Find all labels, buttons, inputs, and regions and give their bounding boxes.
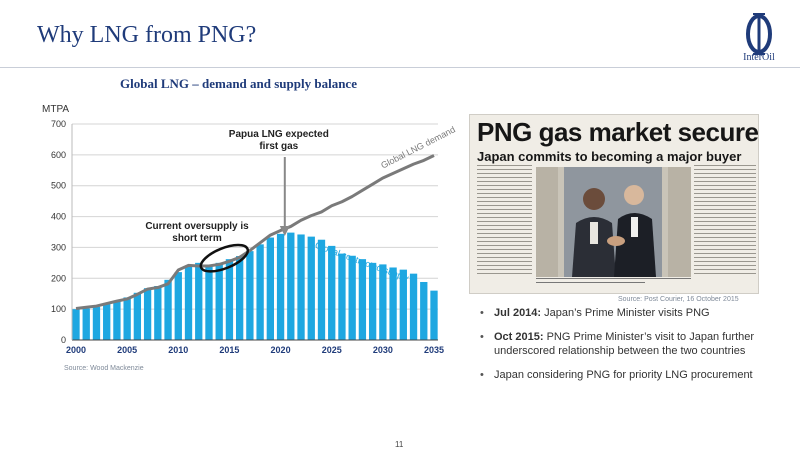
- x-tick-label: 2035: [424, 345, 444, 355]
- chart-source: Source: Wood Mackenzie: [64, 365, 144, 372]
- y-tick-label: 300: [51, 242, 66, 252]
- supply-bar: [205, 265, 213, 340]
- x-tick-label: 2015: [219, 345, 239, 355]
- supply-bar: [246, 251, 254, 340]
- y-tick-label: 600: [51, 150, 66, 160]
- clipping-caption: [536, 278, 691, 286]
- supply-bar: [256, 244, 264, 340]
- clipping-source: Source: Post Courier, 16 October 2015: [618, 296, 739, 303]
- supply-bar: [317, 239, 326, 340]
- supply-bar: [103, 302, 111, 340]
- y-tick-label: 500: [51, 181, 66, 191]
- annotation-oversupply: Current oversupply is: [145, 221, 249, 232]
- supply-bar: [287, 232, 295, 340]
- supply-bar: [266, 237, 275, 340]
- supply-bar: [113, 300, 121, 340]
- clipping-subheadline: Japan commits to becoming a major buyer: [477, 149, 742, 164]
- supply-bar: [409, 273, 418, 340]
- x-tick-label: 2030: [373, 345, 393, 355]
- chart-title: Global LNG – demand and supply balance: [120, 76, 357, 91]
- supply-bar: [338, 253, 346, 340]
- newspaper-clipping: PNG gas market secured Japan commits to …: [469, 114, 759, 294]
- clipping-headline: PNG gas market secured: [477, 117, 759, 147]
- supply-bar: [235, 256, 244, 340]
- supply-bar: [328, 245, 336, 340]
- x-tick-label: 2005: [117, 345, 137, 355]
- supply-bar: [276, 233, 285, 340]
- supply-bar: [174, 272, 182, 340]
- bullet-item: Oct 2015: PNG Prime Minister’s visit to …: [480, 330, 780, 358]
- y-tick-label: 400: [51, 212, 66, 222]
- y-tick-label: 700: [51, 119, 66, 129]
- x-tick-label: 2020: [271, 345, 291, 355]
- demand-line: [75, 154, 435, 311]
- supply-bar: [420, 281, 428, 340]
- bullet-list: Jul 2014: Japan’s Prime Minister visits …: [480, 306, 780, 392]
- supply-bar: [154, 286, 162, 340]
- bullet-item: Jul 2014: Japan’s Prime Minister visits …: [480, 306, 780, 320]
- clipping-photo: [536, 167, 691, 277]
- first-gas-arrowhead: [279, 226, 290, 236]
- supply-bar: [72, 309, 80, 340]
- supply-bar: [123, 297, 131, 340]
- interoil-logo-icon: [746, 13, 772, 55]
- logo-wordmark: InterOil: [743, 52, 775, 63]
- page-number: 11: [395, 440, 404, 449]
- y-tick-label: 0: [61, 335, 66, 345]
- supply-bar: [225, 259, 234, 340]
- oversupply-highlight-ellipse: [199, 243, 250, 273]
- slide-title: Why LNG from PNG?: [37, 22, 257, 48]
- x-tick-label: 2025: [322, 345, 342, 355]
- supply-bar: [389, 267, 397, 340]
- supply-bar: [297, 234, 305, 340]
- supply-bar: [368, 262, 377, 340]
- supply-bar: [379, 264, 387, 340]
- bullet-item: Japan considering PNG for priority LNG p…: [480, 368, 780, 382]
- x-tick-label: 2000: [66, 345, 86, 355]
- y-tick-label: 200: [51, 273, 66, 283]
- supply-bar: [430, 290, 438, 340]
- supply-bar: [184, 265, 193, 340]
- supply-bar: [143, 288, 152, 340]
- supply-bar: [82, 308, 90, 340]
- clipping-column-right: [694, 165, 756, 285]
- supply-bar: [215, 262, 223, 340]
- x-tick-label: 2010: [168, 345, 188, 355]
- annotation-first-gas: Papua LNG expected: [229, 129, 329, 140]
- annotation-oversupply: short term: [172, 233, 222, 244]
- supply-bar: [133, 292, 142, 340]
- supply-bar: [358, 259, 367, 340]
- title-divider: [0, 67, 800, 68]
- clipping-column-left: [477, 165, 532, 285]
- y-axis-label: MTPA: [42, 104, 69, 115]
- annotation-first-gas: first gas: [259, 141, 298, 152]
- supply-bar: [307, 236, 315, 340]
- lng-balance-chart: 0 100 200 300 400 500 600 700 MTPA 2000 2005 2010 20…: [42, 104, 457, 355]
- supply-bar: [399, 269, 407, 340]
- supply-bar: [195, 262, 203, 340]
- supply-bar: [92, 306, 101, 340]
- supply-bar: [348, 255, 356, 340]
- supply-bar: [164, 279, 172, 340]
- y-tick-label: 100: [51, 304, 66, 314]
